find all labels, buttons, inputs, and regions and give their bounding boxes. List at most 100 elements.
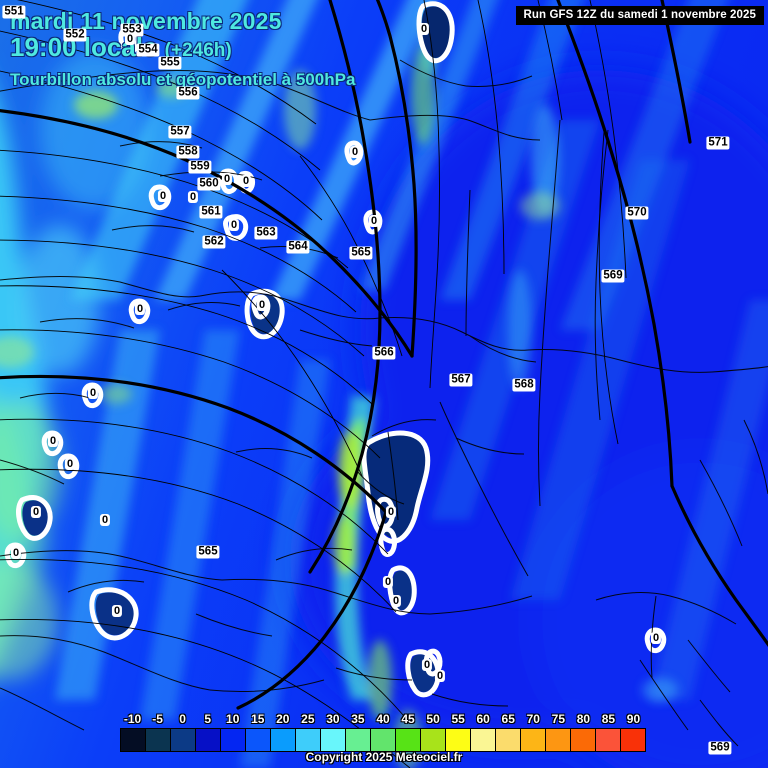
colorbar-tick-label: 90	[626, 712, 641, 726]
colorbar-swatch	[196, 729, 221, 751]
zero-contour-label: 0	[87, 387, 99, 399]
map-parameter-label: Tourbillon absolu et géopotentiel à 500h…	[10, 70, 356, 89]
colorbar-tick-label: 60	[476, 712, 490, 726]
colorbar-swatch	[371, 729, 396, 751]
colorbar-tick-label: 65	[501, 712, 515, 726]
colorbar-tick-label: 45	[401, 712, 415, 726]
geopotential-label: 562	[202, 235, 226, 249]
geopotential-label: 552	[63, 28, 87, 42]
model-run-label: Run GFS 12Z du samedi 1 novembre 2025	[515, 6, 764, 25]
geopotential-label: 555	[158, 56, 182, 70]
zero-contour-label: 0	[418, 23, 430, 35]
geopotential-label: 556	[176, 86, 200, 100]
map-forecast-hour: (+246h)	[164, 40, 232, 61]
zero-contour-label: 0	[124, 33, 136, 45]
zero-contour-label: 0	[650, 632, 662, 644]
colorbar-swatch	[596, 729, 621, 751]
colorbar-swatch	[271, 729, 296, 751]
map-date-label: mardi 11 novembre 2025	[10, 8, 282, 34]
zero-contour-label: 0	[368, 215, 380, 227]
colorbar-tick-label: 20	[276, 712, 290, 726]
geopotential-label: 561	[199, 205, 223, 219]
copyright-label: Copyright 2025 Meteociel.fr	[305, 750, 463, 764]
zero-contour-label: 0	[349, 146, 361, 158]
colorbar-swatch	[171, 729, 196, 751]
geopotential-label: 565	[196, 545, 220, 559]
zero-contour-label: 0	[187, 191, 199, 203]
colorbar-tick-label: 35	[351, 712, 365, 726]
zero-contour-label: 0	[421, 659, 433, 671]
geopotential-label: 569	[708, 741, 732, 755]
colorbar-swatch	[146, 729, 171, 751]
colorbar-tick-label: 25	[301, 712, 315, 726]
colorbar-swatch	[296, 729, 321, 751]
colorbar-legend: -10 -5 0 5 10 15 20 25 30 35 40 45 50 55 60 65 70 75 80 85 9…	[120, 712, 646, 752]
colorbar-swatch	[121, 729, 146, 751]
zero-contour-label: 0	[30, 506, 42, 518]
zero-contour-label: 0	[157, 190, 169, 202]
colorbar-swatch	[546, 729, 571, 751]
colorbar-tick-label: 75	[551, 712, 566, 726]
colorbar-tick-label: 0	[179, 712, 186, 726]
zero-contour-label: 0	[434, 670, 446, 682]
geopotential-label: 565	[349, 246, 373, 260]
colorbar-tick-label: -5	[152, 712, 163, 726]
geopotential-label: 567	[449, 373, 473, 387]
colorbar-tick-label: -10	[123, 712, 142, 726]
geopotential-label: 564	[286, 240, 310, 254]
colorbar-ticks: -10 -5 0 5 10 15 20 25 30 35 40 45 50 55 60 65 70 75 80 85 9…	[120, 712, 646, 728]
geopotential-label: 571	[706, 136, 730, 150]
zero-contour-label: 0	[221, 173, 233, 185]
geopotential-label: 568	[512, 378, 536, 392]
colorbar-tick-label: 55	[451, 712, 465, 726]
colorbar-tick-label: 80	[576, 712, 591, 726]
zero-contour-label: 0	[382, 576, 394, 588]
colorbar-swatch	[346, 729, 371, 751]
zero-contour-label: 0	[134, 303, 146, 315]
colorbar-swatch	[621, 729, 645, 751]
colorbar-tick-label: 10	[226, 712, 240, 726]
vorticity-hotspots	[0, 78, 678, 702]
geopotential-label: 551	[2, 5, 26, 19]
colorbar-swatch	[321, 729, 346, 751]
zero-contour-label: 0	[10, 547, 22, 559]
zero-contour-label: 0	[228, 219, 240, 231]
map-time-label: 19:00 locale (+246h)	[10, 32, 232, 63]
geopotential-label: 560	[197, 177, 221, 191]
colorbar-tick-label: 50	[426, 712, 440, 726]
zero-contour-label: 0	[64, 458, 76, 470]
colorbar-swatch	[496, 729, 521, 751]
colorbar-swatch	[246, 729, 271, 751]
geopotential-label: 563	[254, 226, 278, 240]
colorbar-swatch	[396, 729, 421, 751]
zero-contour-label: 0	[390, 595, 402, 607]
colorbar-swatch	[446, 729, 471, 751]
zero-contour-label: 0	[256, 299, 268, 311]
colorbar-swatch	[521, 729, 546, 751]
colorbar-swatches	[120, 728, 646, 752]
geopotential-label: 554	[136, 43, 160, 57]
colorbar-tick-label: 15	[251, 712, 265, 726]
colorbar-tick-label: 70	[526, 712, 540, 726]
geopotential-label: 569	[601, 269, 625, 283]
zero-contour-label: 0	[385, 506, 397, 518]
zero-contour-label: 0	[240, 175, 252, 187]
colorbar-tick-label: 5	[204, 712, 211, 726]
colorbar-swatch	[471, 729, 496, 751]
zero-contour-label: 0	[47, 435, 59, 447]
zero-contour-label: 0	[111, 605, 123, 617]
geopotential-label: 570	[625, 206, 649, 220]
colorbar-tick-label: 40	[376, 712, 390, 726]
colorbar-swatch	[221, 729, 246, 751]
colorbar-swatch	[421, 729, 446, 751]
colorbar-tick-label: 85	[601, 712, 616, 726]
geopotential-label: 566	[372, 346, 396, 360]
geopotential-label: 557	[168, 125, 192, 139]
colorbar-tick-label: 30	[326, 712, 340, 726]
geopotential-label: 558	[176, 145, 200, 159]
colorbar-swatch	[571, 729, 596, 751]
